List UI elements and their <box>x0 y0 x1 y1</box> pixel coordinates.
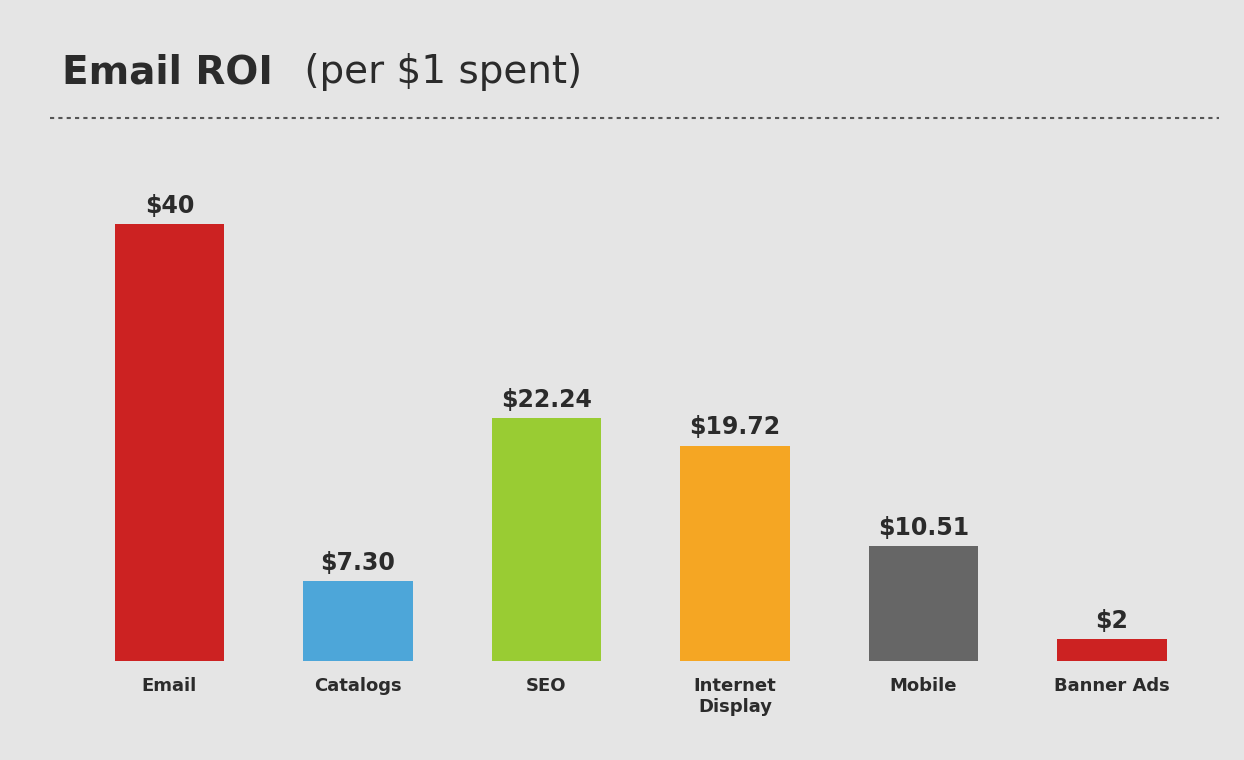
Bar <box>868 546 978 661</box>
Text: $40: $40 <box>144 194 194 217</box>
Text: $10.51: $10.51 <box>878 516 969 540</box>
Bar <box>304 581 413 661</box>
Bar <box>491 418 601 661</box>
Bar <box>1057 639 1167 661</box>
Text: $22.24: $22.24 <box>501 388 592 412</box>
Bar <box>680 446 790 661</box>
Bar <box>114 224 224 661</box>
Text: $2: $2 <box>1096 609 1128 633</box>
Text: $19.72: $19.72 <box>689 415 780 439</box>
Text: Email ROI: Email ROI <box>62 53 274 91</box>
Text: (per $1 spent): (per $1 spent) <box>292 53 582 91</box>
Text: $7.30: $7.30 <box>321 551 396 575</box>
